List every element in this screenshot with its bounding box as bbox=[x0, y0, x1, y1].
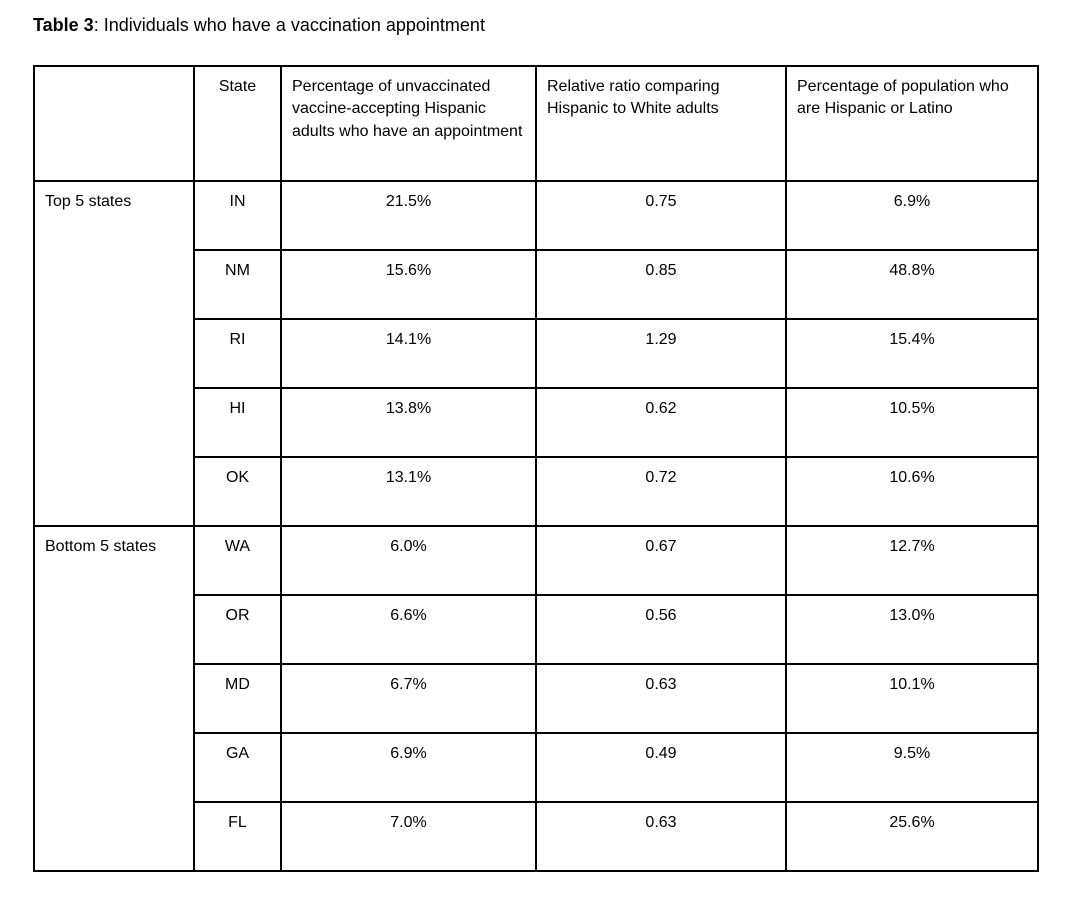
table-row: HI 13.8% 0.62 10.5% bbox=[34, 387, 1039, 458]
pct-appointment-cell: 7.0% bbox=[280, 801, 537, 872]
pct-appointment-cell: 21.5% bbox=[280, 180, 537, 251]
pct-appointment-cell: 13.8% bbox=[280, 387, 537, 458]
group-label-cell: Top 5 states bbox=[33, 180, 195, 527]
table-row: MD 6.7% 0.63 10.1% bbox=[34, 663, 1039, 734]
state-cell: IN bbox=[193, 180, 282, 251]
relative-ratio-cell: 0.62 bbox=[535, 387, 787, 458]
relative-ratio-cell: 0.85 bbox=[535, 249, 787, 320]
pct-population-cell: 6.9% bbox=[785, 180, 1039, 251]
state-cell: HI bbox=[193, 387, 282, 458]
table-row: OR 6.6% 0.56 13.0% bbox=[34, 594, 1039, 665]
table-title-text: : Individuals who have a vaccination app… bbox=[93, 15, 485, 35]
relative-ratio-cell: 0.67 bbox=[535, 525, 787, 596]
table-row: Top 5 states IN 21.5% 0.75 6.9% bbox=[33, 180, 1039, 527]
pct-population-cell: 9.5% bbox=[785, 732, 1039, 803]
state-cell: OK bbox=[193, 456, 282, 527]
pct-population-cell: 48.8% bbox=[785, 249, 1039, 320]
relative-ratio-cell: 0.72 bbox=[535, 456, 787, 527]
pct-population-cell: 15.4% bbox=[785, 318, 1039, 389]
relative-ratio-cell: 0.56 bbox=[535, 594, 787, 665]
group-label-cell: Bottom 5 states bbox=[33, 525, 195, 872]
state-cell: MD bbox=[193, 663, 282, 734]
state-cell: FL bbox=[193, 801, 282, 872]
header-row: State Percentage of unvaccinated vaccine… bbox=[33, 65, 1039, 182]
relative-ratio-cell: 0.63 bbox=[535, 801, 787, 872]
state-cell: NM bbox=[193, 249, 282, 320]
header-cell-empty bbox=[33, 65, 195, 182]
pct-population-cell: 12.7% bbox=[785, 525, 1039, 596]
pct-population-cell: 10.6% bbox=[785, 456, 1039, 527]
pct-appointment-cell: 6.7% bbox=[280, 663, 537, 734]
table-row: RI 14.1% 1.29 15.4% bbox=[34, 318, 1039, 389]
pct-appointment-cell: 13.1% bbox=[280, 456, 537, 527]
table-row: FL 7.0% 0.63 25.6% bbox=[34, 801, 1039, 872]
table-row: GA 6.9% 0.49 9.5% bbox=[34, 732, 1039, 803]
table-row: OK 13.1% 0.72 10.6% bbox=[34, 456, 1039, 527]
pct-appointment-cell: 6.0% bbox=[280, 525, 537, 596]
state-cell: RI bbox=[193, 318, 282, 389]
relative-ratio-cell: 1.29 bbox=[535, 318, 787, 389]
relative-ratio-cell: 0.63 bbox=[535, 663, 787, 734]
table-title: Table 3: Individuals who have a vaccinat… bbox=[33, 14, 485, 37]
relative-ratio-cell: 0.75 bbox=[535, 180, 787, 251]
vaccination-appointment-table: State Percentage of unvaccinated vaccine… bbox=[33, 65, 1039, 872]
table-row: NM 15.6% 0.85 48.8% bbox=[34, 249, 1039, 320]
pct-appointment-cell: 14.1% bbox=[280, 318, 537, 389]
state-cell: OR bbox=[193, 594, 282, 665]
state-cell: WA bbox=[193, 525, 282, 596]
header-cell-state: State bbox=[193, 65, 282, 182]
pct-appointment-cell: 15.6% bbox=[280, 249, 537, 320]
table-title-label: Table 3 bbox=[33, 15, 94, 35]
pct-appointment-cell: 6.6% bbox=[280, 594, 537, 665]
pct-appointment-cell: 6.9% bbox=[280, 732, 537, 803]
pct-population-cell: 10.5% bbox=[785, 387, 1039, 458]
header-cell-relative-ratio: Relative ratio comparing Hispanic to Whi… bbox=[535, 65, 787, 182]
header-cell-pct-appointment: Percentage of unvaccinated vaccine-accep… bbox=[280, 65, 537, 182]
relative-ratio-cell: 0.49 bbox=[535, 732, 787, 803]
pct-population-cell: 25.6% bbox=[785, 801, 1039, 872]
pct-population-cell: 13.0% bbox=[785, 594, 1039, 665]
state-cell: GA bbox=[193, 732, 282, 803]
header-cell-pct-population: Percentage of population who are Hispani… bbox=[785, 65, 1039, 182]
pct-population-cell: 10.1% bbox=[785, 663, 1039, 734]
table-row: Bottom 5 states WA 6.0% 0.67 12.7% bbox=[33, 525, 1039, 872]
